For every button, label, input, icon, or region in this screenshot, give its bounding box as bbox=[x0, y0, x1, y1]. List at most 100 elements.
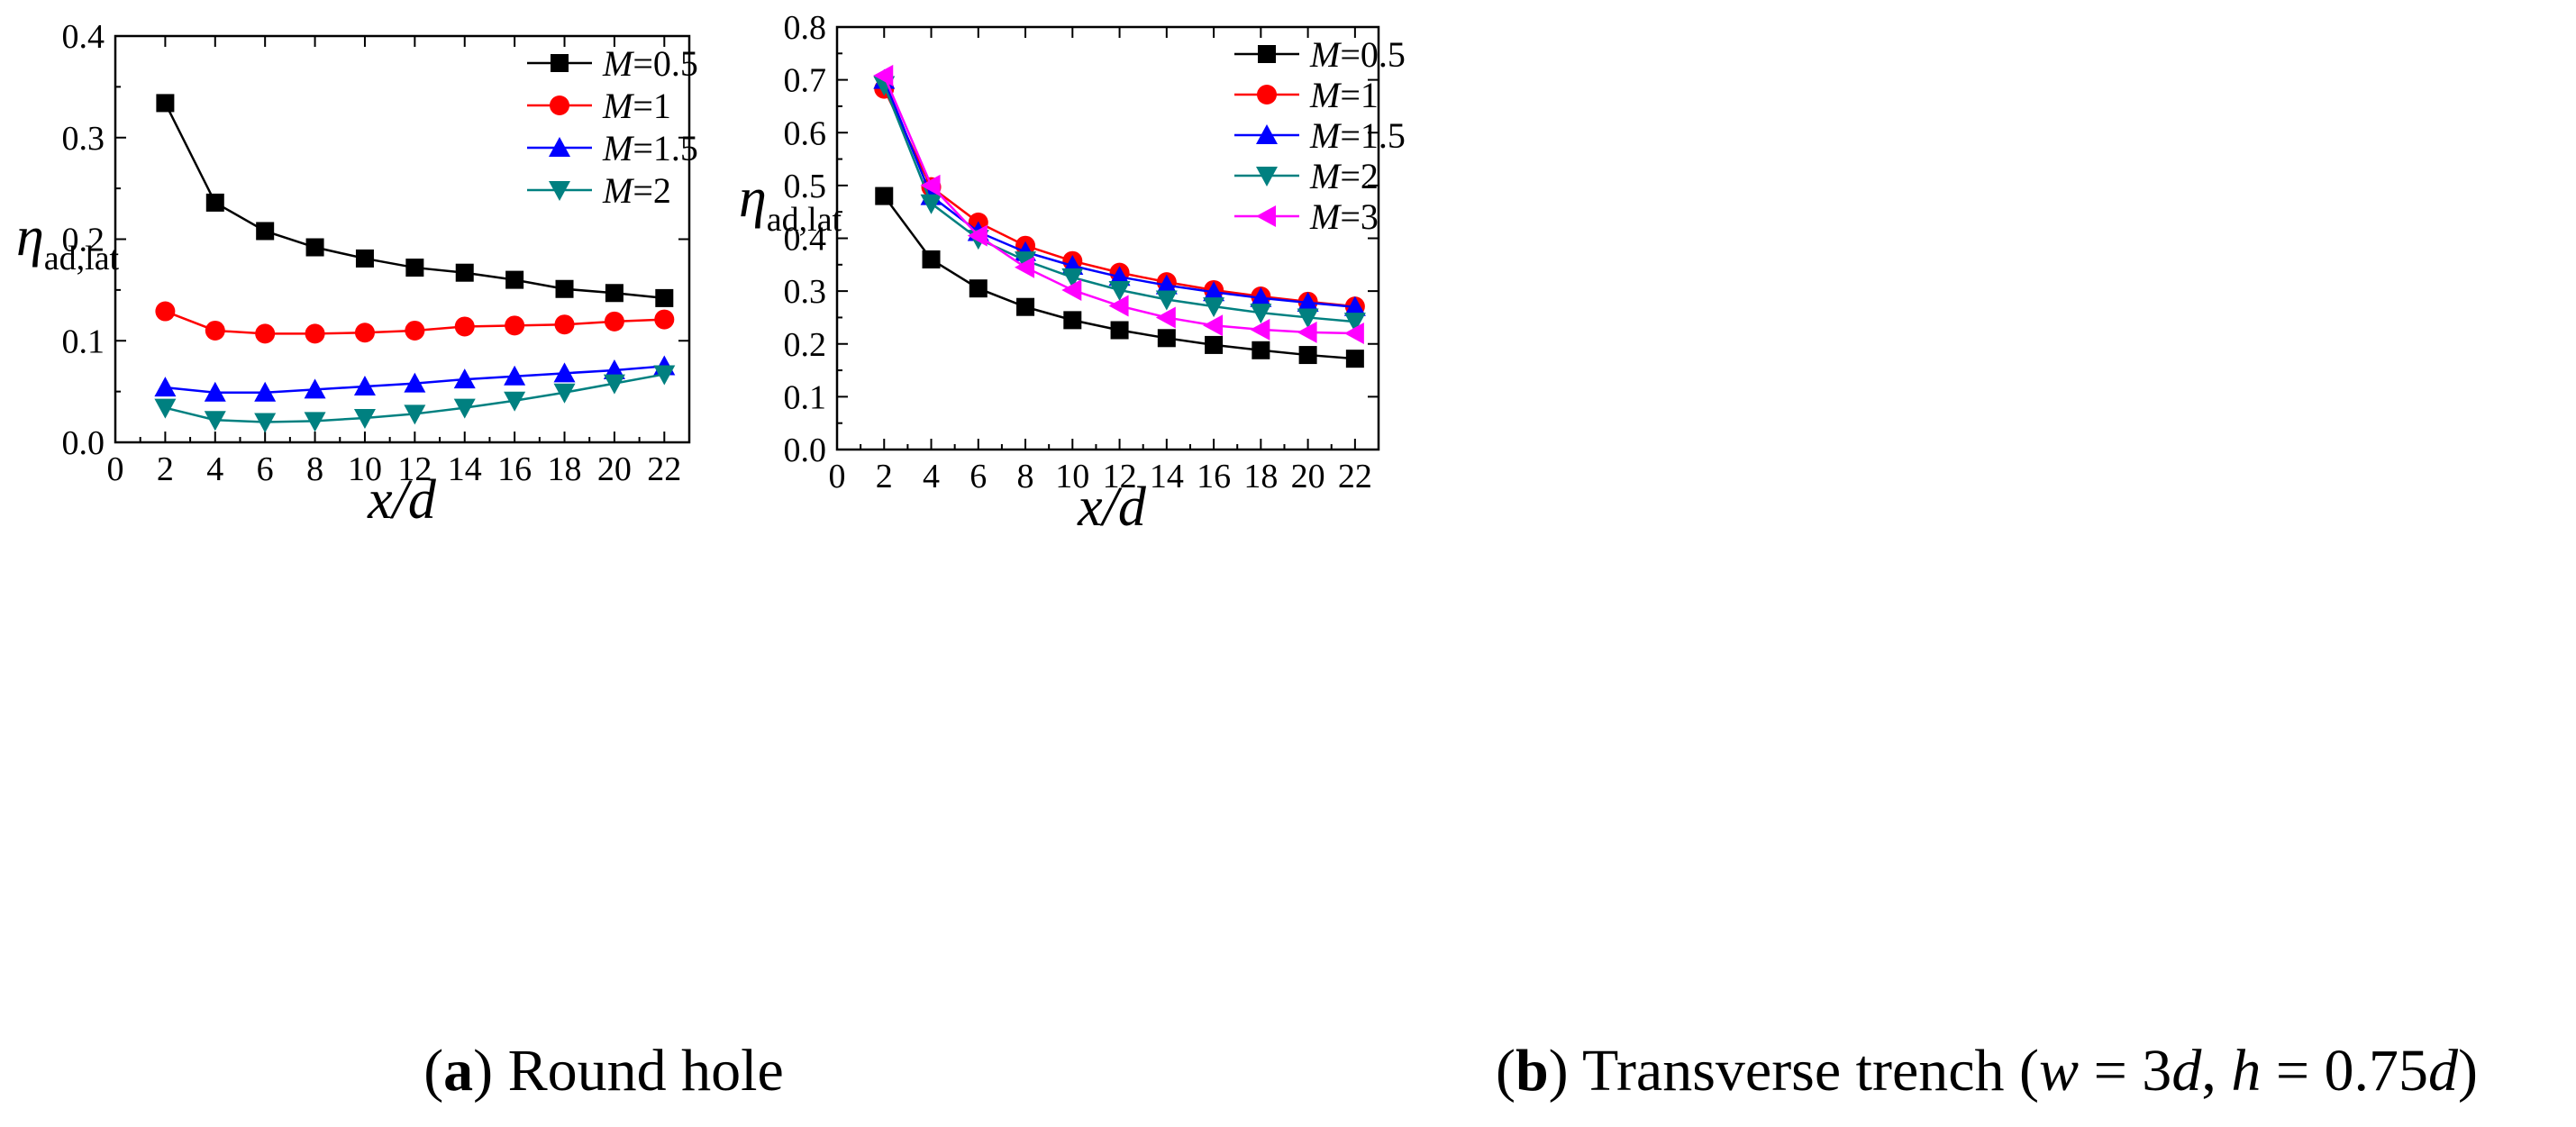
legend-label: M=3 bbox=[1309, 196, 1379, 237]
data-point bbox=[603, 359, 625, 379]
data-point bbox=[1016, 297, 1035, 316]
caption-b: (b) Transverse trench (w = 3d, h = 0.75d… bbox=[1496, 1038, 2478, 1104]
y-axis-symbol: η bbox=[16, 206, 44, 268]
y-tick-label: 0.0 bbox=[62, 424, 105, 462]
y-tick-label: 0.4 bbox=[62, 18, 105, 56]
legend-marker bbox=[550, 95, 569, 115]
caption-a: (a) Round hole bbox=[423, 1038, 784, 1104]
data-point bbox=[1155, 290, 1178, 311]
legend-var: M bbox=[602, 86, 635, 126]
legend-marker bbox=[551, 54, 569, 72]
data-point bbox=[204, 411, 226, 432]
legend-var: M bbox=[602, 43, 635, 84]
legend-marker bbox=[549, 181, 570, 201]
series-m-3 bbox=[873, 64, 1364, 345]
y-tick-label: 0.4 bbox=[784, 221, 827, 259]
series-m-0-5 bbox=[875, 186, 1364, 368]
x-tick-label: 0 bbox=[829, 458, 846, 495]
y-axis-label: ηad,lat bbox=[16, 206, 120, 277]
data-point bbox=[254, 381, 277, 402]
data-point bbox=[553, 383, 576, 404]
data-point bbox=[1298, 346, 1317, 365]
data-point bbox=[1157, 329, 1176, 348]
x-tick-label: 18 bbox=[1243, 458, 1278, 495]
data-point bbox=[969, 279, 988, 298]
data-point bbox=[505, 315, 525, 336]
legend-value: =2 bbox=[1340, 156, 1379, 196]
data-point bbox=[504, 365, 526, 386]
legend-var: M bbox=[1309, 115, 1343, 156]
legend-label: M=1 bbox=[602, 86, 671, 126]
legend-marker bbox=[1256, 124, 1278, 144]
data-point bbox=[1252, 341, 1270, 359]
legend-marker bbox=[549, 137, 570, 157]
data-point bbox=[604, 311, 624, 332]
data-point bbox=[873, 64, 894, 86]
data-point bbox=[1297, 292, 1319, 313]
data-point bbox=[1063, 311, 1082, 330]
legend-label: M=0.5 bbox=[1309, 34, 1406, 75]
data-point bbox=[1108, 280, 1131, 301]
data-point bbox=[603, 374, 625, 395]
data-point bbox=[304, 412, 326, 432]
data-point bbox=[1015, 256, 1035, 278]
data-point bbox=[305, 238, 324, 257]
data-point bbox=[654, 309, 675, 330]
y-axis-subscript: ad,lat bbox=[767, 201, 842, 239]
data-point bbox=[1297, 321, 1317, 343]
y-tick-label: 0.1 bbox=[62, 323, 105, 360]
data-point bbox=[922, 250, 941, 268]
data-point bbox=[453, 398, 476, 419]
x-axis-label: x/d bbox=[367, 469, 437, 531]
data-point bbox=[1203, 314, 1224, 337]
data-point bbox=[353, 408, 376, 429]
data-point bbox=[255, 323, 276, 344]
x-tick-label: 16 bbox=[497, 450, 532, 488]
data-point bbox=[454, 316, 475, 337]
data-point bbox=[254, 413, 277, 433]
legend-marker bbox=[1256, 205, 1276, 227]
data-point bbox=[1015, 251, 1037, 272]
x-tick-label: 6 bbox=[257, 450, 274, 488]
x-tick-label: 8 bbox=[1017, 458, 1034, 495]
legend-value: =0.5 bbox=[633, 43, 698, 84]
y-axis-subscript: ad,lat bbox=[44, 240, 120, 277]
data-point bbox=[1343, 313, 1366, 333]
data-point bbox=[1061, 278, 1082, 301]
legend-var: M bbox=[602, 128, 635, 168]
legend-label: M=0.5 bbox=[602, 43, 698, 84]
data-point bbox=[154, 398, 177, 419]
y-tick-label: 0.5 bbox=[784, 168, 827, 205]
x-tick-label: 16 bbox=[1197, 458, 1231, 495]
x-tick-label: 14 bbox=[1150, 458, 1184, 495]
data-point bbox=[967, 224, 988, 247]
data-point bbox=[405, 320, 425, 341]
data-point bbox=[1250, 286, 1272, 307]
data-point bbox=[404, 404, 426, 425]
y-tick-label: 0.0 bbox=[784, 432, 827, 469]
legend-label: M=1.5 bbox=[1309, 115, 1406, 156]
y-tick-label: 0.7 bbox=[784, 62, 827, 100]
x-tick-label: 6 bbox=[969, 458, 987, 495]
series-m-2 bbox=[873, 76, 1366, 333]
y-tick-label: 0.2 bbox=[784, 326, 827, 364]
data-point bbox=[1343, 323, 1364, 345]
legend-value: =1.5 bbox=[633, 128, 698, 168]
x-tick-label: 18 bbox=[548, 450, 582, 488]
data-point bbox=[1250, 304, 1272, 324]
series-m-2 bbox=[154, 365, 676, 433]
data-point bbox=[355, 249, 374, 268]
y-axis-label: ηad,lat bbox=[739, 168, 842, 239]
data-point bbox=[1297, 308, 1319, 329]
data-point bbox=[504, 391, 526, 412]
data-point bbox=[455, 263, 474, 282]
legend-label: M=1.5 bbox=[602, 128, 698, 168]
data-point bbox=[605, 284, 624, 303]
y-axis-symbol: η bbox=[739, 168, 767, 229]
data-point bbox=[405, 259, 424, 277]
data-point bbox=[156, 94, 175, 113]
legend-value: =1.5 bbox=[1340, 115, 1406, 156]
data-point bbox=[154, 377, 177, 397]
chart-round-hole: 0 2 4 6 8 10 12 14 16 18 20 22 0.0 0.1 0.2 0.3 0.4 x/d ηad… bbox=[16, 18, 698, 531]
